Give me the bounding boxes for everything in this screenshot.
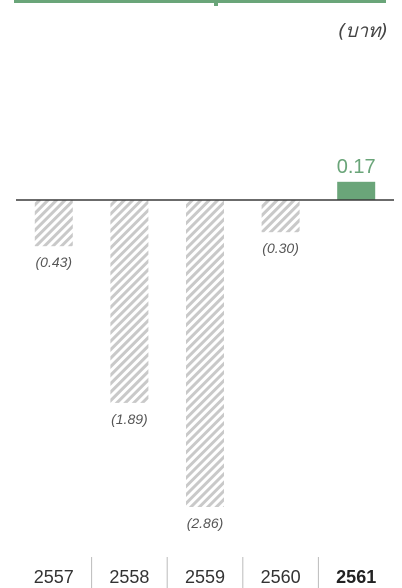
tick-label-2559: 2559: [185, 567, 225, 587]
bar-2557: [34, 200, 73, 247]
bar-2559: [186, 200, 224, 507]
tick-label-2560: 2560: [261, 567, 301, 587]
data-label-2561: 0.17: [337, 156, 376, 178]
tick-label-2557: 2557: [34, 567, 74, 587]
bar-2558: [110, 200, 149, 403]
data-label-2558: (1.89): [111, 411, 148, 427]
unit-label: (บาท): [337, 20, 388, 42]
data-label-2560: (0.30): [262, 240, 299, 256]
bar-2560: [261, 200, 300, 233]
data-label-2557: (0.43): [36, 254, 73, 270]
tick-label-2558: 2558: [109, 567, 149, 587]
data-label-2559: (2.86): [187, 515, 224, 531]
bar-2561: [337, 181, 376, 200]
tick-label-2561: 2561: [336, 567, 376, 587]
top-rule: [14, 0, 386, 6]
